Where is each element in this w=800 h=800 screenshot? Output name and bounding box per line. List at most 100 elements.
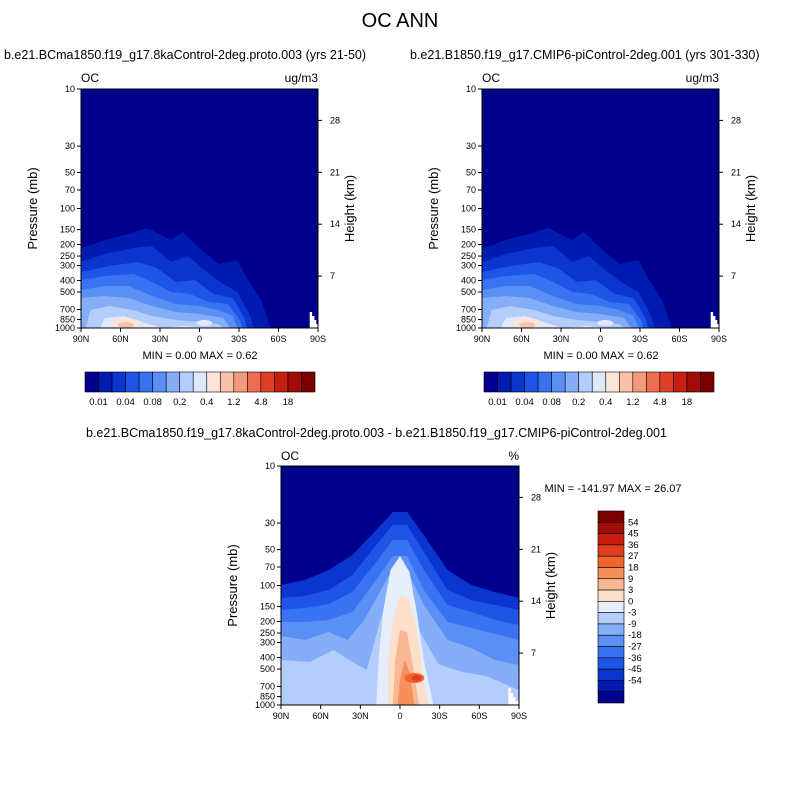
pressure-tick-label: 700 — [461, 304, 476, 314]
colorbar-label: 0.4 — [599, 397, 612, 408]
pressure-tick-label: 150 — [260, 602, 275, 612]
height-tick-label: 28 — [330, 115, 340, 125]
colorbar-label: 18 — [283, 397, 294, 408]
lat-tick-label: 60N — [112, 334, 129, 344]
colorbar-swatch — [497, 371, 512, 393]
lat-tick-label: 30N — [152, 334, 169, 344]
pressure-tick-label: 10 — [265, 461, 275, 471]
pressure-tick-label: 850 — [60, 315, 75, 325]
colorbar-top-left: 0.01 0.04 0.08 0.2 0.4 1.2 4.8 18 — [84, 371, 316, 408]
colorbar-swatch — [597, 623, 625, 636]
units-label: ug/m3 — [686, 71, 720, 85]
colorbar-swatch — [287, 371, 302, 393]
colorbar-swatch — [597, 668, 625, 681]
colorbar-swatch — [597, 680, 625, 693]
colorbar-swatch — [219, 371, 235, 393]
units-label: % — [508, 449, 519, 463]
lat-tick-label: 60S — [471, 711, 487, 721]
pressure-tick-label: 1000 — [456, 323, 476, 333]
colorbar-swatch — [578, 371, 593, 393]
colorbar-swatch — [597, 567, 625, 580]
pressure-tick-label: 150 — [461, 225, 476, 235]
lat-tick-label: 30N — [553, 334, 570, 344]
lat-tick-label: 60S — [270, 334, 286, 344]
pressure-tick-label: 1000 — [55, 323, 75, 333]
colorbar-swatch — [84, 371, 99, 393]
contour-patch-warm-core — [519, 322, 536, 328]
colorbar-label: -54 — [628, 675, 642, 686]
colorbar-swatch — [597, 578, 625, 591]
colorbar-label: 0.04 — [116, 397, 135, 408]
lat-tick-label: 30S — [231, 334, 247, 344]
colorbar-label: -9 — [628, 619, 636, 630]
colorbar-label: -45 — [628, 664, 642, 675]
pressure-tick-label: 850 — [461, 315, 476, 325]
lat-tick-label: 60S — [671, 334, 687, 344]
height-tick-label: 21 — [531, 544, 541, 554]
colorbar-swatch — [111, 371, 126, 393]
colorbar-swatch — [591, 371, 607, 393]
colorbar-swatch — [597, 657, 625, 670]
pressure-tick-label: 250 — [60, 251, 75, 261]
contour-positive-3 — [397, 660, 415, 705]
pressure-tick-label: 700 — [260, 681, 275, 691]
lat-tick-label: 90N — [273, 711, 290, 721]
lat-tick-label: 90N — [73, 334, 90, 344]
colorbar-swatch — [483, 371, 498, 393]
colorbar-label: 1.2 — [626, 397, 639, 408]
colorbar-label: 0.01 — [89, 397, 108, 408]
panel-df: 1030507010015020025030040050070085010002… — [225, 449, 681, 721]
colorbar-label: 36 — [628, 540, 639, 551]
colorbar-label: -36 — [628, 653, 642, 664]
pressure-tick-label: 250 — [260, 628, 275, 638]
units-label: ug/m3 — [285, 71, 319, 85]
lat-tick-label: 90S — [711, 334, 727, 344]
colorbar-label: 54 — [628, 517, 639, 528]
colorbar-label: 18 — [682, 397, 693, 408]
colorbar-label: 4.8 — [653, 397, 666, 408]
colorbar-label: 45 — [628, 529, 639, 540]
y-axis-title-height: Height (km) — [342, 175, 357, 242]
colorbar-swatch — [125, 371, 140, 393]
pressure-tick-label: 30 — [265, 518, 275, 528]
colorbar-swatch — [597, 544, 625, 557]
colorbar-swatch — [247, 371, 262, 393]
variable-label: OC — [482, 71, 500, 85]
pressure-tick-label: 50 — [65, 168, 75, 178]
pressure-tick-label: 500 — [461, 287, 476, 297]
topography-mask — [710, 312, 719, 328]
pressure-tick-label: 50 — [466, 168, 476, 178]
colorbar-swatch — [564, 371, 580, 393]
y-axis-title-height: Height (km) — [543, 552, 558, 619]
panel-tr: 1030507010015020025030040050070085010002… — [426, 71, 758, 362]
colorbar-label: 0.01 — [488, 397, 507, 408]
colorbar-swatch — [646, 371, 661, 393]
colorbar-swatch — [686, 371, 701, 393]
pressure-tick-label: 1000 — [255, 700, 275, 710]
pressure-tick-label: 10 — [466, 84, 476, 94]
colorbar-label: 0.08 — [542, 397, 561, 408]
pressure-tick-label: 300 — [260, 638, 275, 648]
pressure-tick-label: 30 — [65, 141, 75, 151]
colorbar-swatch — [301, 371, 316, 393]
colorbar-top-right: 0.01 0.04 0.08 0.2 0.4 1.2 4.8 18 — [483, 371, 715, 408]
height-tick-label: 28 — [531, 492, 541, 502]
pressure-tick-label: 100 — [60, 204, 75, 214]
colorbar-label: 0 — [628, 596, 633, 607]
colorbar-swatch — [233, 371, 248, 393]
lat-tick-label: 90S — [511, 711, 527, 721]
height-tick-label: 14 — [330, 219, 340, 229]
colorbar-swatch — [165, 371, 181, 393]
height-tick-label: 14 — [731, 219, 741, 229]
pressure-tick-label: 400 — [461, 275, 476, 285]
pressure-tick-label: 300 — [60, 261, 75, 271]
pressure-tick-label: 150 — [60, 225, 75, 235]
colorbar-swatch — [152, 371, 167, 393]
colorbar-swatch — [551, 371, 566, 393]
pressure-tick-label: 500 — [260, 664, 275, 674]
variable-label: OC — [81, 71, 99, 85]
colorbar-swatch — [700, 371, 715, 393]
height-tick-label: 14 — [531, 596, 541, 606]
